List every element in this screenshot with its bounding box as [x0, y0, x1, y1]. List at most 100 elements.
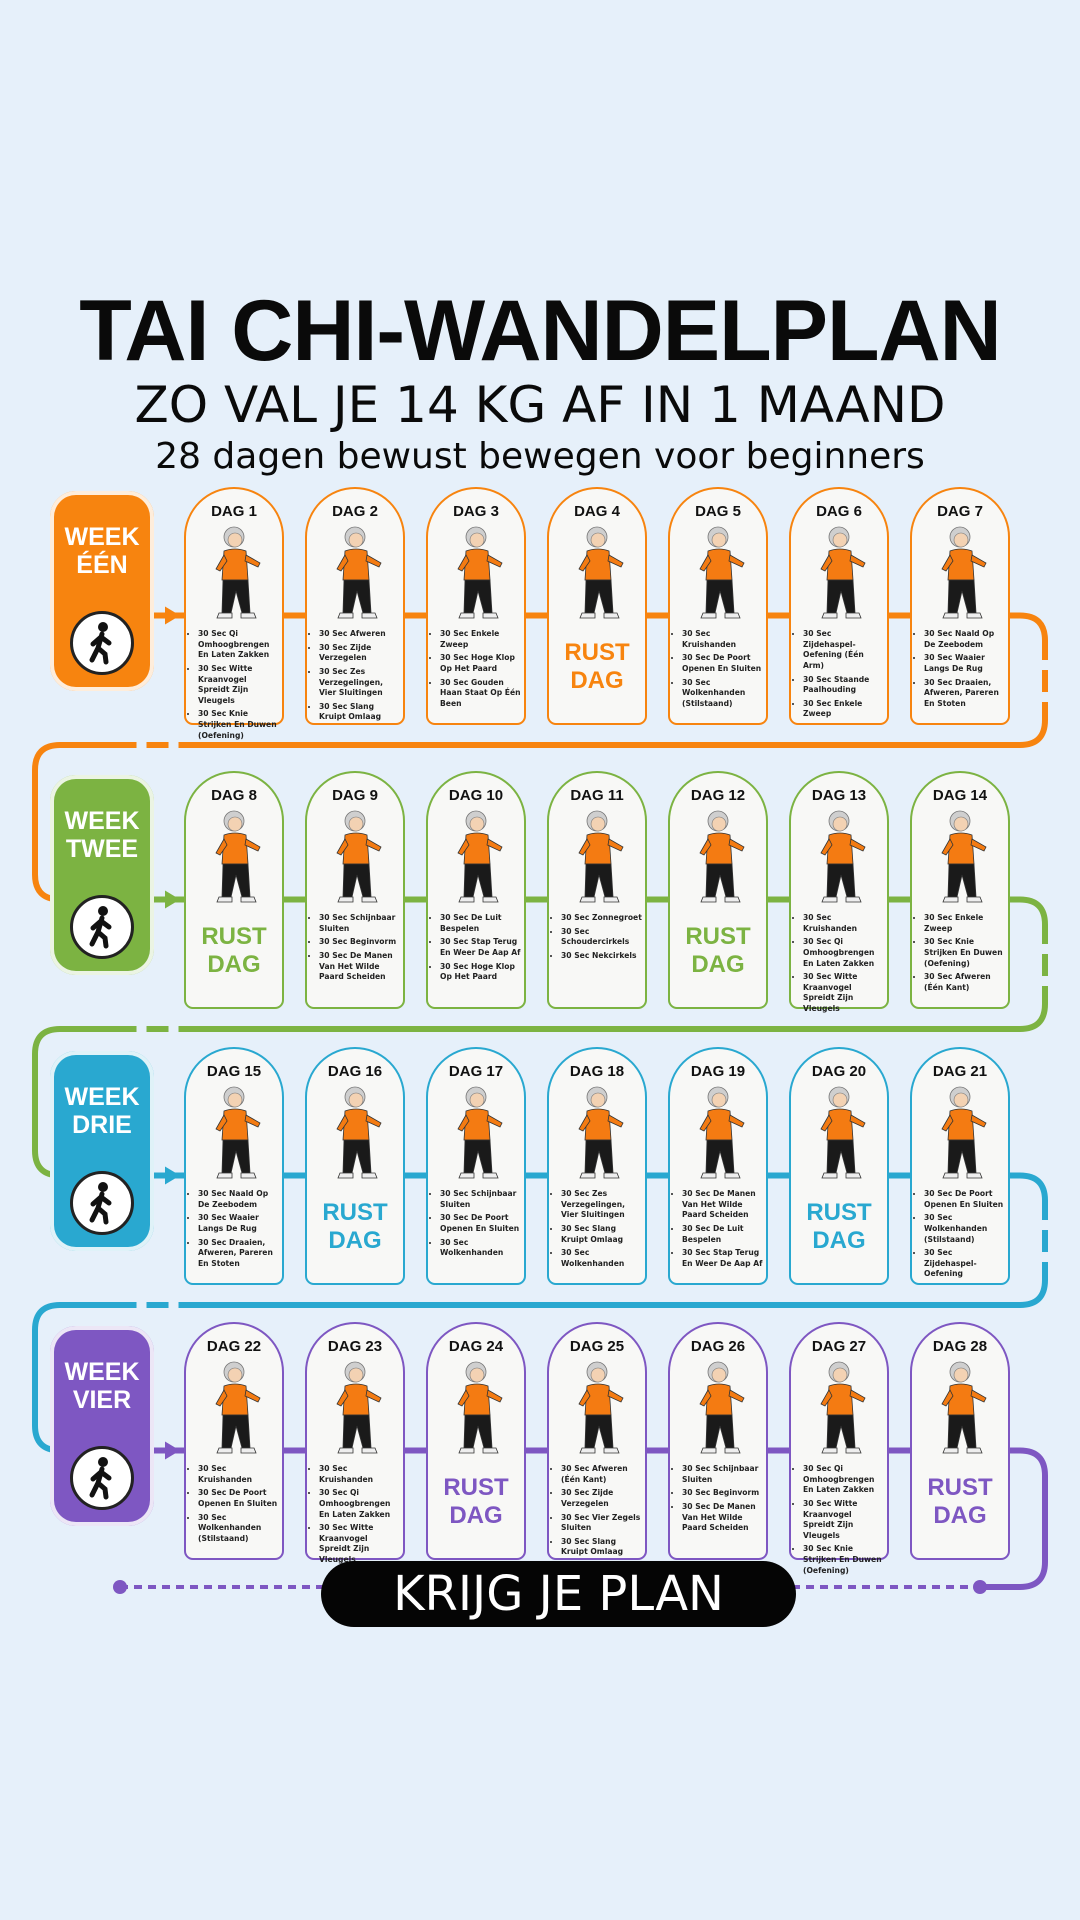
rest-label: DAG	[812, 1227, 866, 1254]
arrow	[165, 606, 180, 625]
jacket	[705, 548, 733, 581]
figure	[578, 526, 624, 619]
shoe	[700, 1447, 717, 1454]
exercise: 30 Sec Witte Kraanvogel Spreidt Zijn Vle…	[803, 1499, 884, 1542]
rest-label: DAG	[328, 1227, 382, 1254]
walker-head	[98, 905, 108, 916]
pants	[342, 863, 372, 898]
arm	[215, 1114, 228, 1132]
line-dot	[973, 1580, 987, 1594]
exercise-list: 30 Sec Zijdehaspel-Oefening (Één Arm) 30 …	[793, 629, 884, 723]
rest-label: RUST	[201, 923, 267, 950]
cta-button[interactable]: KRIJG JE PLAN	[321, 1561, 796, 1627]
exercise: 30 Sec Draaien, Afweren, Pareren En Stot…	[924, 678, 1005, 710]
figure	[336, 810, 382, 903]
day-label: DAG 2	[332, 503, 378, 520]
figure	[699, 526, 745, 619]
figure-wrap	[930, 525, 994, 629]
figure-wrap	[567, 525, 631, 629]
exercise: 30 Sec Beginvorm	[319, 937, 400, 948]
day-label: DAG 14	[932, 787, 988, 804]
jacket	[221, 832, 249, 865]
jacket	[584, 1108, 612, 1141]
week-badge: WEEK TWEE	[50, 775, 154, 975]
figure	[820, 1086, 866, 1179]
exercise: 30 Sec Afweren (Één Kant)	[924, 972, 1005, 993]
walker-body	[89, 915, 112, 949]
exercise-list: 30 Sec Schijnbaar Sluiten 30 Sec Beginvor…	[672, 1464, 763, 1537]
pants	[342, 579, 372, 614]
arm	[578, 838, 591, 856]
walk-icon	[89, 1181, 112, 1225]
shoe	[724, 612, 741, 619]
arm	[728, 838, 745, 852]
pants	[584, 863, 614, 898]
figure-wrap	[204, 809, 268, 913]
arm	[970, 554, 987, 568]
rest-day: RUST DAG	[791, 1199, 887, 1255]
walk-icon	[89, 905, 112, 949]
exercise: 30 Sec Kruishanden	[803, 913, 884, 934]
pants	[463, 863, 493, 898]
shoe	[337, 1447, 354, 1454]
face	[711, 816, 727, 832]
figure	[457, 1086, 503, 1179]
shoe	[845, 1172, 862, 1179]
figure	[215, 1086, 261, 1179]
walk-icon	[89, 621, 112, 665]
pants	[463, 1414, 493, 1449]
jacket	[221, 1383, 249, 1416]
shoe	[216, 612, 233, 619]
face	[469, 816, 485, 832]
shoe	[966, 1172, 983, 1179]
rest-label: RUST	[685, 923, 751, 950]
shoe	[361, 612, 378, 619]
shoe	[482, 1447, 499, 1454]
jacket	[826, 832, 854, 865]
day-card: DAG 4 RUST DAG	[547, 487, 647, 725]
figure-wrap	[325, 1360, 389, 1464]
day-label: DAG 8	[211, 787, 257, 804]
arm	[728, 554, 745, 568]
face	[227, 816, 243, 832]
jacket	[342, 1108, 370, 1141]
exercise: 30 Sec Draaien, Afweren, Pareren En Stot…	[198, 1238, 279, 1270]
pants	[342, 1414, 372, 1449]
figure	[578, 1361, 624, 1454]
shoe	[603, 896, 620, 903]
rest-label: RUST	[927, 1474, 993, 1501]
exercise: 30 Sec Stap Terug En Weer De Aap Af	[440, 937, 521, 958]
rest-label: RUST	[322, 1199, 388, 1226]
figure-wrap	[688, 525, 752, 629]
arm	[336, 554, 349, 572]
figure-wrap	[567, 809, 631, 913]
day-card: DAG 19 30 Sec De Manen Van Het Wilde Paar…	[668, 1047, 768, 1285]
exercise: 30 Sec Afweren	[319, 629, 400, 640]
figure	[941, 1086, 987, 1179]
pants	[826, 579, 856, 614]
day-label: DAG 27	[811, 1338, 867, 1355]
figure	[457, 1361, 503, 1454]
figure	[578, 1086, 624, 1179]
pants	[221, 579, 251, 614]
arm	[941, 554, 954, 572]
exercise: 30 Sec Wolkenhanden	[440, 1238, 521, 1259]
exercise-list: 30 Sec Enkele Zweep 30 Sec Hoge Klop Op H…	[430, 629, 521, 712]
exercise: 30 Sec Slang Kruipt Omlaag	[561, 1537, 642, 1558]
figure	[941, 810, 987, 903]
figure	[336, 526, 382, 619]
day-label: DAG 12	[690, 787, 746, 804]
line-dot	[113, 1580, 127, 1594]
jacket	[947, 832, 975, 865]
figure-wrap	[325, 1085, 389, 1189]
face	[711, 1092, 727, 1108]
exercise: 30 Sec Zijde Verzegelen	[561, 1488, 642, 1509]
face	[227, 1367, 243, 1383]
day-label: DAG 16	[327, 1063, 383, 1080]
arm	[941, 1389, 954, 1407]
arm	[820, 838, 833, 856]
day-card: DAG 1 30 Sec Qi Omhoogbrengen En Laten Za…	[184, 487, 284, 740]
day-label: DAG 6	[816, 503, 862, 520]
day-label: DAG 25	[569, 1338, 625, 1355]
shoe	[942, 896, 959, 903]
